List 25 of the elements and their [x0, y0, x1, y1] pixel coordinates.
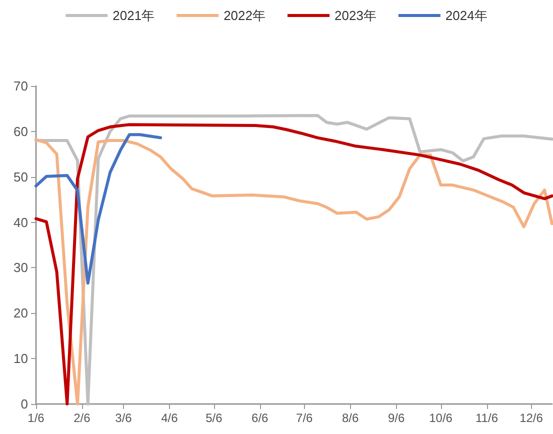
x-tick-label: 4/6 — [161, 411, 178, 425]
legend-label: 2023年 — [334, 8, 376, 23]
y-tick-label: 40 — [14, 214, 28, 230]
y-tick-label: 60 — [14, 124, 28, 139]
x-tick-label: 6/6 — [252, 411, 269, 425]
y-tick-label: 20 — [14, 306, 28, 321]
legend-label: 2021年 — [112, 8, 155, 23]
x-tick-label: 9/6 — [388, 411, 405, 425]
y-tick-label: 50 — [14, 169, 28, 184]
line-series — [34, 133, 162, 285]
y-tick-label: 70 — [14, 78, 28, 94]
legend-label: 2022年 — [224, 8, 266, 23]
x-tick-label: 12/6 — [520, 411, 544, 425]
y-tick-label: 30 — [14, 260, 28, 276]
y-tick-label: 10 — [14, 351, 28, 366]
x-tick-label: 2/6 — [74, 411, 91, 425]
x-tick-label: 3/6 — [115, 411, 132, 425]
y-tick-label: 0 — [20, 396, 28, 412]
x-tick-label: 11/6 — [476, 411, 498, 425]
x-tick-label: 10/6 — [429, 411, 453, 425]
x-tick-label: 5/6 — [206, 411, 223, 425]
x-tick-label: 7/6 — [296, 411, 314, 425]
x-tick-label: 1/6 — [28, 411, 45, 425]
legend-label: 2024年 — [445, 8, 488, 23]
x-tick-label: 8/6 — [342, 411, 360, 425]
